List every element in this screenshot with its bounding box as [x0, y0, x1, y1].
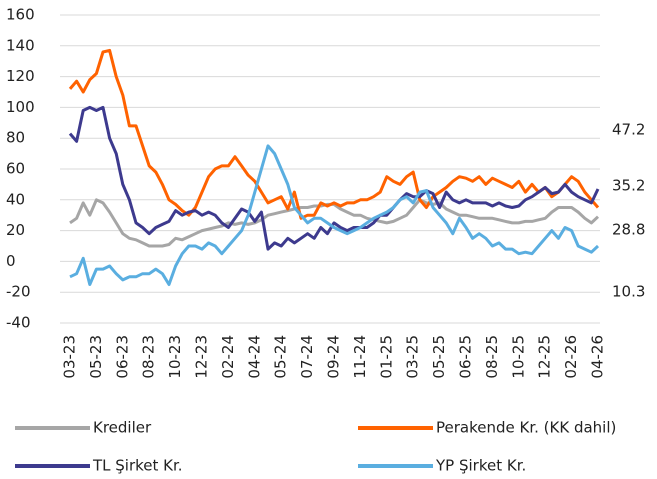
x-tick-label: 05-25 [430, 335, 448, 379]
x-tick-label: 02-24 [219, 335, 237, 379]
x-tick-label: 08-25 [483, 335, 501, 379]
y-tick-label: -20 [6, 283, 31, 301]
annotation: 47.2 [612, 121, 645, 139]
x-tick-label: 08-23 [140, 335, 158, 379]
x-tick-label: 03-25 [404, 335, 422, 379]
x-tick-label: 01-25 [377, 335, 395, 379]
x-tick-label: 03-23 [61, 335, 79, 379]
y-tick-label: 140 [6, 36, 35, 54]
legend-label: YP Şirket Kr. [435, 457, 526, 475]
y-tick-label: 60 [6, 160, 25, 178]
y-tick-label: 120 [6, 67, 35, 85]
legend-label: Perakende Kr. (KK dahil) [436, 419, 616, 437]
series-line [69, 144, 600, 286]
annotation: 35.2 [612, 177, 645, 195]
y-tick-label: 40 [6, 190, 25, 208]
y-tick-label: 20 [6, 221, 25, 239]
x-tick-label: 07-24 [298, 335, 316, 379]
x-tick-label: 04-24 [245, 335, 263, 379]
x-tick-label: 04-26 [589, 335, 607, 379]
x-tick-label: 11-24 [351, 335, 369, 379]
x-tick-label: 02-26 [562, 335, 580, 379]
x-tick-label: 06-23 [113, 335, 131, 379]
x-tick-label: 12-25 [536, 335, 554, 379]
x-tick-label: 09-24 [325, 335, 343, 379]
annotation: 10.3 [612, 283, 645, 301]
x-tick-label: 05-23 [87, 335, 105, 379]
y-tick-label: 80 [6, 129, 25, 147]
series-line [68, 48, 600, 220]
y-tick-label: 160 [6, 6, 35, 24]
annotation: 28.8 [612, 221, 645, 239]
x-tick-label: 05-24 [272, 335, 290, 379]
legend-label: TL Şirket Kr. [92, 457, 183, 475]
legend-label: Krediler [93, 419, 152, 437]
y-tick-label: -40 [6, 314, 31, 332]
x-tick-label: 10-23 [166, 335, 184, 379]
x-tick-label: 06-25 [457, 335, 475, 379]
x-tick-label: 12-23 [193, 335, 211, 379]
y-tick-label: 0 [6, 252, 16, 270]
x-tick-label: 10-25 [509, 335, 527, 379]
y-tick-label: 100 [6, 98, 35, 116]
series-line [68, 105, 600, 251]
